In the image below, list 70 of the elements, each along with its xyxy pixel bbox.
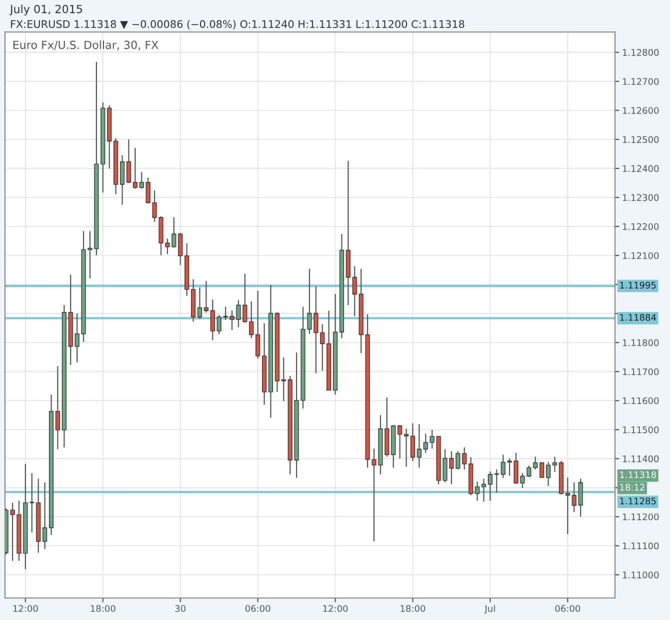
candlestick	[540, 462, 544, 478]
candlestick	[256, 290, 260, 360]
candlestick	[533, 456, 538, 470]
candlestick	[42, 482, 48, 550]
x-tick-label: 18:00	[400, 605, 426, 612]
y-tick-label: 1.12600	[622, 107, 659, 114]
candlestick	[249, 300, 254, 339]
y-tick-label: 1.12200	[622, 223, 659, 230]
y-tick-label: 1.12300	[622, 194, 659, 202]
y-tick-label: 1.11200	[622, 513, 659, 520]
text: July 01, 2015	[9, 4, 82, 16]
candlestick	[242, 273, 248, 324]
y-tick-label: 1.11800	[622, 339, 659, 346]
y-tick-label: 1.11600	[622, 397, 659, 404]
text: 1.11318	[620, 471, 656, 478]
y-tick-label: 1.11100	[622, 542, 659, 550]
candlestick	[55, 366, 60, 450]
candlestick	[546, 462, 551, 487]
candlestick	[120, 154, 125, 206]
candlestick	[74, 312, 80, 363]
candlestick	[320, 324, 325, 372]
x-tick-label: 06:00	[245, 605, 270, 612]
candlestick	[146, 177, 150, 204]
x-tick-label: 18:00	[90, 605, 116, 612]
candlestick	[423, 433, 428, 454]
x-tick-label: 12:00	[323, 605, 348, 612]
ref-line-label: 1.11995	[620, 282, 656, 289]
candlestick	[475, 481, 480, 502]
y-tick-label: 1.11700	[622, 368, 659, 376]
y-tick-label: 1.12700	[622, 78, 659, 85]
candlestick	[430, 429, 434, 450]
y-tick-label: 1.12100	[622, 252, 659, 260]
text: Euro Fx/U.S. Dollar, 30, FX	[13, 40, 158, 50]
ref-line-label: 1.11285	[620, 498, 656, 504]
candlestick	[578, 478, 583, 518]
ref-line-label: 1.11884	[620, 314, 656, 321]
candlestick	[572, 482, 576, 513]
candlestick	[197, 286, 202, 320]
candlestick	[488, 470, 492, 502]
candlestick	[139, 172, 144, 190]
candlestick	[132, 147, 138, 190]
candlestick	[398, 424, 402, 459]
candlestick	[481, 478, 486, 502]
candlestick	[410, 422, 416, 462]
candlestick	[500, 454, 506, 478]
candlestick	[216, 314, 222, 335]
candlestick	[126, 138, 132, 184]
candlestick	[314, 286, 318, 374]
candlestick	[172, 216, 176, 248]
y-tick-label: 1.11000	[622, 572, 659, 578]
y-tick-label: 1.12400	[622, 165, 659, 172]
candlestick	[178, 232, 183, 266]
x-tick-label: 30	[175, 605, 186, 612]
candlestick	[552, 456, 558, 473]
y-tick-label: 1.11500	[622, 426, 659, 434]
candlestick	[352, 266, 357, 317]
candlestick	[416, 424, 422, 468]
y-tick-label: 1.12500	[622, 136, 659, 143]
x-tick-label: 06:00	[555, 605, 580, 612]
text: 18:12	[620, 484, 644, 491]
y-tick-label: 1.12800	[622, 49, 659, 56]
candlestick	[565, 476, 570, 535]
x-tick-label: 12:00	[13, 605, 38, 612]
candlestick	[210, 299, 215, 341]
y-tick-label: 1.11400	[622, 455, 659, 462]
candlestick	[204, 280, 208, 313]
candlestick	[404, 428, 409, 468]
chart-subtitle: FX:EURUSD 1.11318 ▼ −0.00086 (−0.08%) O:1.11240 H:1.11331 L:1.11200 C:1.11318	[11, 20, 464, 30]
x-tick-label: Jul	[484, 604, 495, 614]
candlestick	[462, 446, 467, 470]
